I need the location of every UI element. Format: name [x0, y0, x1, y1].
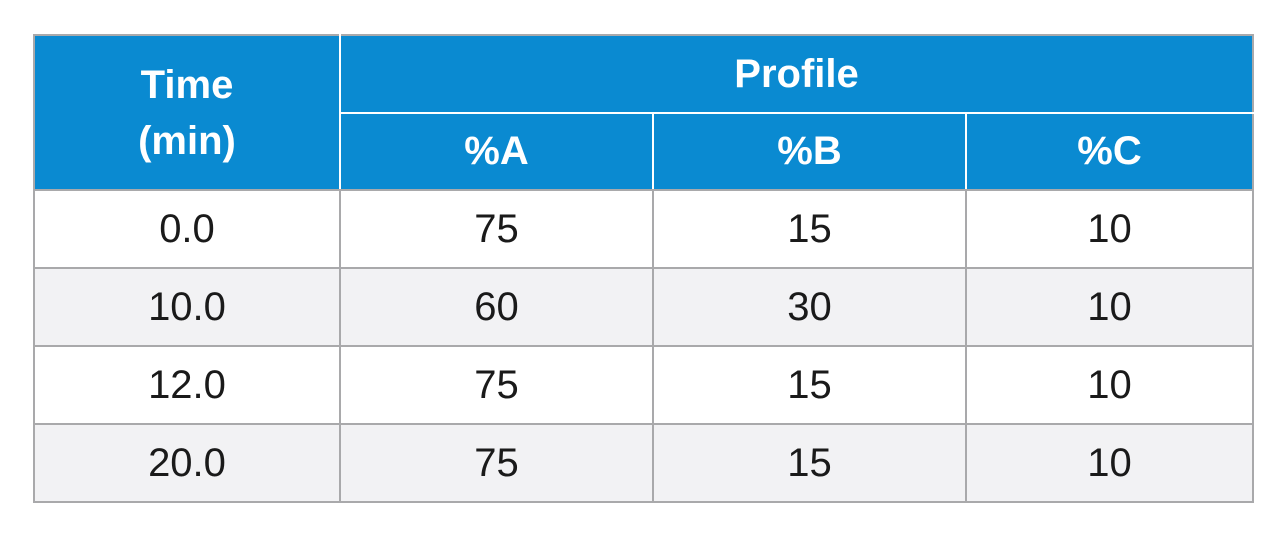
profile-group-header: Profile [338, 34, 1255, 114]
column-header-c: %C [964, 112, 1255, 191]
column-header-a: %A [339, 112, 654, 191]
table-row: 20.0 75 15 10 [33, 423, 1255, 503]
percent-a-cell: 60 [339, 267, 654, 347]
percent-a-cell: 75 [339, 189, 654, 269]
table-body: 0.0 75 15 10 10.0 60 30 10 12.0 75 15 10… [33, 189, 1255, 503]
percent-b-cell: 15 [652, 345, 967, 425]
percent-a-cell: 75 [339, 423, 654, 503]
table-row: 10.0 60 30 10 [33, 267, 1255, 347]
table-row: 0.0 75 15 10 [33, 189, 1255, 269]
table-header: Time (min) Profile %A %B %C [33, 34, 1255, 191]
percent-c-cell: 10 [964, 423, 1255, 503]
time-header-label: Time [140, 62, 234, 107]
time-header-unit: (min) [138, 118, 236, 163]
percent-b-cell: 30 [652, 267, 967, 347]
time-column-header: Time (min) [33, 34, 341, 191]
gradient-table: Time (min) Profile %A %B %C 0.0 75 15 10… [33, 34, 1255, 503]
percent-b-cell: 15 [652, 423, 967, 503]
table-row: 12.0 75 15 10 [33, 345, 1255, 425]
time-cell: 12.0 [33, 345, 341, 425]
time-cell: 0.0 [33, 189, 341, 269]
column-header-b: %B [652, 112, 967, 191]
percent-c-cell: 10 [964, 267, 1255, 347]
percent-c-cell: 10 [964, 189, 1255, 269]
percent-c-cell: 10 [964, 345, 1255, 425]
time-cell: 10.0 [33, 267, 341, 347]
gradient-table-container: Time (min) Profile %A %B %C 0.0 75 15 10… [33, 34, 1255, 503]
percent-b-cell: 15 [652, 189, 967, 269]
time-cell: 20.0 [33, 423, 341, 503]
percent-a-cell: 75 [339, 345, 654, 425]
